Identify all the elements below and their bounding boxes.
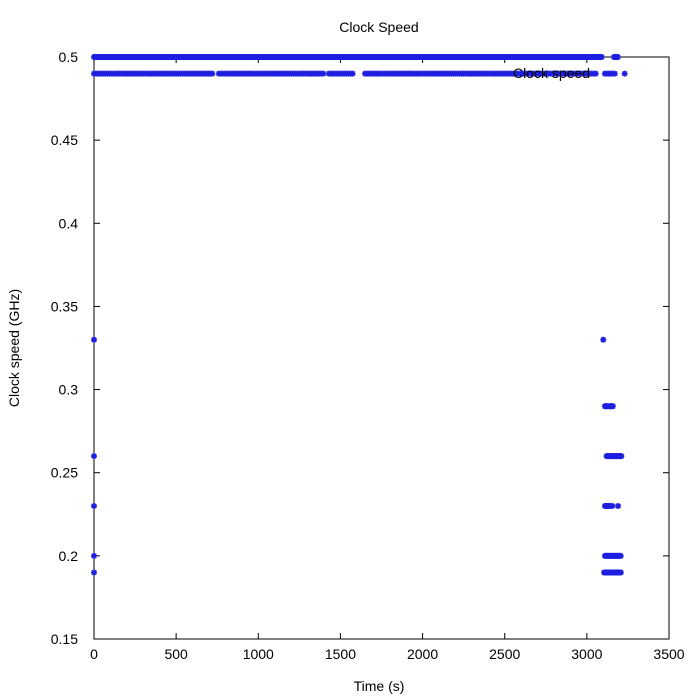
x-tick-label: 500 — [164, 646, 188, 662]
data-point — [609, 403, 616, 410]
data-point — [617, 569, 624, 576]
data-point — [618, 453, 625, 460]
data-point — [621, 70, 628, 77]
data-point — [91, 569, 97, 576]
x-tick-label: 3500 — [653, 646, 684, 662]
data-point — [209, 70, 216, 77]
data-point — [617, 552, 624, 559]
data-point — [349, 70, 356, 77]
y-tick-label: 0.45 — [51, 132, 78, 148]
data-point — [614, 54, 621, 60]
data-point — [611, 70, 618, 77]
data-point — [91, 502, 97, 509]
chart-title: Clock Speed — [339, 19, 418, 35]
y-tick-label: 0.5 — [59, 49, 79, 65]
data-point — [598, 54, 605, 60]
data-point — [91, 336, 97, 343]
data-point — [615, 502, 622, 509]
x-tick-label: 0 — [90, 646, 98, 662]
legend: Clock speed — [513, 65, 590, 81]
data-point — [610, 569, 617, 576]
legend-entry-label: Clock speed — [513, 65, 590, 81]
data-point — [592, 70, 599, 77]
x-tick-label: 1500 — [325, 646, 356, 662]
x-axis-label: Time (s) — [354, 678, 405, 694]
y-tick-label: 0.2 — [59, 548, 79, 564]
plot-area: 0 500 1000 1500 2000 2500 3000 3500 0.15 0.2 0.25 0… — [51, 49, 685, 662]
y-tick-label: 0.35 — [51, 298, 78, 314]
data-point — [609, 502, 616, 509]
y-tick-label: 0.4 — [59, 215, 79, 231]
x-tick-label: 1000 — [243, 646, 274, 662]
data-point — [91, 552, 97, 559]
y-axis-label: Clock speed (GHz) — [6, 289, 22, 407]
y-tick-label: 0.25 — [51, 465, 78, 481]
y-tick-label: 0.3 — [59, 382, 79, 398]
data-point — [320, 70, 327, 77]
x-tick-label: 2500 — [489, 646, 520, 662]
x-tick-label: 2000 — [407, 646, 438, 662]
x-tick-label: 3000 — [571, 646, 602, 662]
data-point — [91, 453, 97, 460]
data-point — [600, 336, 607, 343]
y-tick-label: 0.15 — [51, 631, 78, 647]
data-points — [91, 54, 628, 576]
